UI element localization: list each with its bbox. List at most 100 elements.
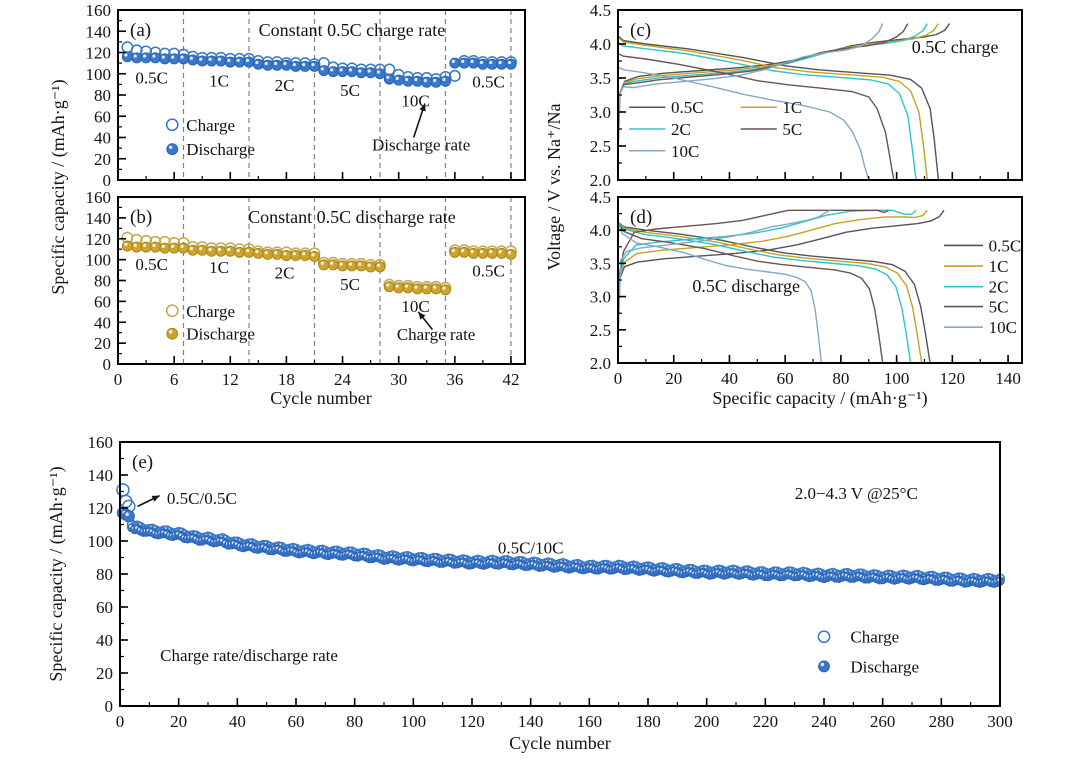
discharge-marker <box>439 284 451 296</box>
curve-2C-discharge <box>617 42 917 181</box>
discharge-marker-highlight <box>273 61 278 66</box>
panel-letter: (e) <box>132 452 153 473</box>
discharge-marker-highlight <box>470 59 474 63</box>
x-tick-label: 240 <box>811 712 837 731</box>
x-tick-label: 180 <box>635 712 661 731</box>
x-tick-label: 60 <box>777 369 794 388</box>
discharge-marker <box>262 59 274 71</box>
discharge-marker <box>486 58 498 70</box>
discharge-marker-highlight <box>189 56 193 60</box>
discharge-marker <box>496 58 508 70</box>
discharge-marker-highlight <box>470 250 474 254</box>
y-tick-label: 4.0 <box>590 35 611 54</box>
discharge-marker <box>187 54 199 66</box>
discharge-marker-highlight <box>133 54 137 58</box>
discharge-marker <box>140 241 152 253</box>
discharge-marker <box>166 327 179 340</box>
discharge-marker <box>411 75 423 87</box>
y-tick-label: 3.5 <box>590 254 611 273</box>
discharge-marker <box>383 73 395 85</box>
discharge-marker <box>206 245 218 257</box>
discharge-marker-highlight <box>217 247 222 252</box>
x-tick-label: 40 <box>721 369 738 388</box>
panel-frame <box>617 9 1023 181</box>
charge-marker <box>165 304 179 318</box>
y-tick-label: 60 <box>94 107 111 126</box>
panel-annotation: 2.0−4.3 V @25°C <box>795 484 918 503</box>
discharge-marker <box>290 60 302 72</box>
discharge-marker <box>421 76 433 88</box>
legend-label: 0.5C <box>989 236 1022 255</box>
legend-label: 5C <box>782 120 802 139</box>
discharge-marker <box>166 143 179 156</box>
panel-annotation: 0.5C/10C <box>498 539 564 558</box>
discharge-marker-highlight <box>433 78 437 83</box>
discharge-marker <box>215 55 227 67</box>
curve-5C-charge <box>617 23 909 153</box>
discharge-marker-highlight <box>330 68 334 72</box>
y-tick-label: 80 <box>96 565 113 584</box>
discharge-marker-highlight <box>395 76 399 80</box>
x-tick-label: 140 <box>518 712 544 731</box>
discharge-marker <box>393 74 405 86</box>
x-tick-label: 220 <box>753 712 779 731</box>
panel-letter: (a) <box>130 20 151 41</box>
discharge-marker-highlight <box>433 285 437 289</box>
x-tick-label: 80 <box>346 712 363 731</box>
y-tick-label: 140 <box>86 209 112 228</box>
curve-2C-charge <box>617 23 928 153</box>
panel-letter: (d) <box>630 207 652 228</box>
discharge-marker <box>327 66 339 78</box>
y-tick-label: 2.5 <box>590 321 611 340</box>
discharge-marker-highlight <box>320 67 324 71</box>
discharge-marker-highlight <box>245 58 250 62</box>
discharge-marker-highlight <box>479 250 483 254</box>
rate-step-label: 0.5C <box>135 255 168 274</box>
panel-e: 0 20 40 60 80 100 120 140 160 180 200 220 240 260 280 3… <box>88 433 1013 731</box>
y-tick-label: 3.0 <box>590 103 611 122</box>
discharge-marker-highlight <box>171 55 175 59</box>
legend-label: 10C <box>671 142 699 161</box>
discharge-marker <box>290 249 302 261</box>
axis-label-cycle-e: Cycle number <box>509 733 610 753</box>
y-tick-label: 3.0 <box>590 288 611 307</box>
x-tick-label: 20 <box>170 712 187 731</box>
discharge-marker-highlight <box>339 262 343 266</box>
discharge-marker <box>149 52 161 64</box>
x-tick-label: 100 <box>884 369 910 388</box>
x-tick-label: 120 <box>940 369 966 388</box>
discharge-marker <box>271 248 283 260</box>
legend-label: Charge <box>850 628 899 647</box>
discharge-marker <box>234 56 246 68</box>
panel-title: Constant 0.5C charge rate <box>259 20 446 40</box>
discharge-marker-highlight <box>348 262 353 266</box>
discharge-marker-highlight <box>451 59 455 63</box>
legend-label: 1C <box>782 98 802 117</box>
axis-label-capacity-ab: Specific capacity / (mAh·g⁻¹) <box>48 79 69 294</box>
panel-letter: (b) <box>130 207 152 228</box>
discharge-marker-highlight <box>168 145 173 150</box>
discharge-marker-highlight <box>292 252 296 256</box>
discharge-marker-highlight <box>208 247 212 252</box>
rate-annotation: Charge rate <box>397 325 476 344</box>
discharge-marker <box>159 53 171 65</box>
discharge-marker-highlight <box>442 77 446 82</box>
discharge-marker <box>505 58 517 70</box>
discharge-marker-highlight <box>199 57 203 61</box>
discharge-marker-highlight <box>227 58 231 62</box>
discharge-marker-highlight <box>189 246 193 251</box>
discharge-marker-highlight <box>358 262 362 266</box>
y-tick-label: 20 <box>96 664 113 683</box>
x-tick-label: 80 <box>832 369 849 388</box>
discharge-marker-highlight <box>168 330 173 334</box>
discharge-marker <box>149 241 161 253</box>
discharge-marker <box>449 246 461 258</box>
y-tick-label: 140 <box>88 466 114 485</box>
discharge-marker-highlight <box>461 248 465 253</box>
y-tick-label: 40 <box>96 631 113 650</box>
panel-frame <box>119 441 1001 707</box>
discharge-marker-highlight <box>367 263 371 267</box>
discharge-marker <box>337 260 349 272</box>
axis-label-cycle-ab: Cycle number <box>270 388 371 408</box>
